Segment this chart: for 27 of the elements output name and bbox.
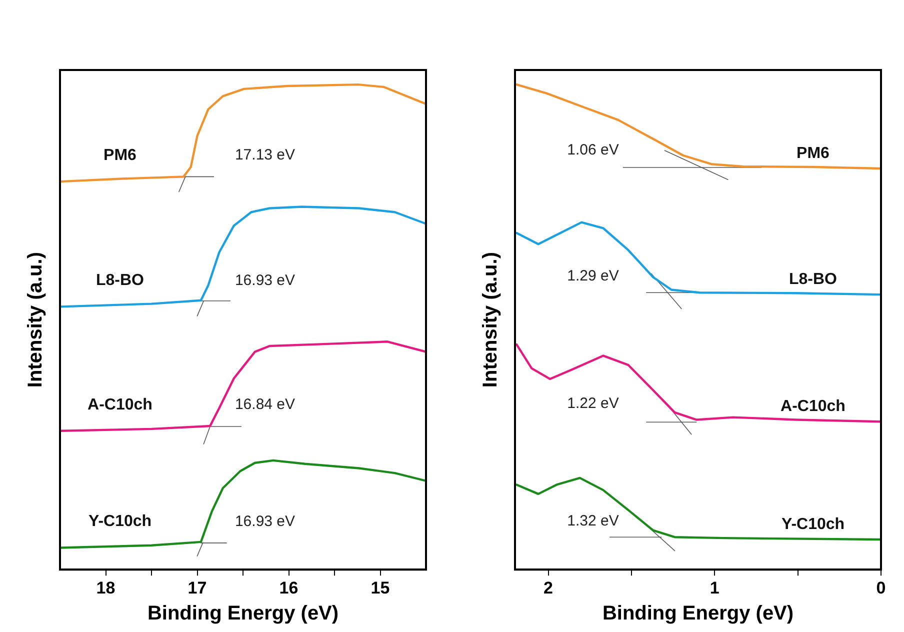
x-axis-title: Binding Energy (eV) xyxy=(147,602,339,625)
series-label: A-C10ch xyxy=(88,396,152,414)
annotation: 16.84 eV xyxy=(234,396,296,414)
series-label: Y-C10ch xyxy=(88,513,152,530)
annotation: 1.22 eV xyxy=(567,394,619,412)
y-axis-title: Intensity (a.u.) xyxy=(24,252,47,388)
x-axis-title: Binding Energy (eV) xyxy=(602,602,794,625)
annotation: 1.29 eV xyxy=(567,268,619,285)
x-tick-label: 17 xyxy=(188,578,207,598)
series-label: Y-C10ch xyxy=(781,516,845,533)
series-label: PM6 xyxy=(796,144,830,162)
x-tick-label: 1 xyxy=(710,578,720,598)
annotation: 1.32 eV xyxy=(567,512,619,530)
x-tick-label: 0 xyxy=(876,578,886,598)
annotation: 16.93 eV xyxy=(234,512,296,530)
y-axis-title: Intensity (a.u.) xyxy=(480,252,502,388)
series-label: PM6 xyxy=(104,146,137,164)
x-tick-label: 2 xyxy=(544,578,554,598)
series-label: A-C10ch xyxy=(780,398,846,416)
x-tick-label: 18 xyxy=(96,578,116,598)
annotation: 16.93 eV xyxy=(234,272,296,289)
annotation: 17.13 eV xyxy=(234,146,296,164)
series-label: L8-BO xyxy=(96,272,144,290)
x-tick-label: 16 xyxy=(279,578,298,598)
series-label: L8-BO xyxy=(789,270,837,288)
annotation: 1.06 eV xyxy=(567,142,619,159)
x-tick-label: 15 xyxy=(370,578,390,598)
